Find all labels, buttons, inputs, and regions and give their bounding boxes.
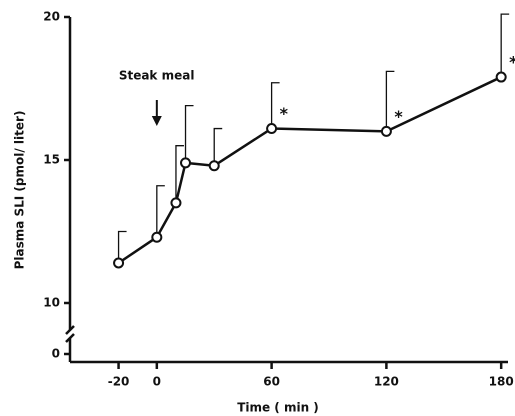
- error-bar: [117, 230, 127, 263]
- point: [170, 197, 182, 209]
- significance-marker: *: [509, 53, 515, 72]
- point: [113, 257, 125, 269]
- y-tick-label: 20: [43, 10, 60, 24]
- error-bar: [213, 127, 223, 166]
- x-tick-label: 180: [489, 375, 514, 389]
- y-tick-label: 15: [43, 153, 60, 167]
- x-axis-title: Time ( min ): [237, 401, 319, 415]
- error-bar: [184, 105, 194, 163]
- point: [266, 123, 278, 135]
- error-bar: [156, 185, 165, 238]
- x-tick-label: 60: [263, 375, 280, 389]
- point: [380, 125, 392, 137]
- error-bar: [175, 145, 184, 203]
- significance-marker: *: [280, 104, 289, 123]
- x-tick-label: 0: [153, 375, 161, 389]
- x-tick-label: -20: [108, 375, 130, 389]
- error-bar: [385, 70, 395, 132]
- y-tick-label: 0: [52, 347, 60, 361]
- point: [180, 157, 192, 169]
- y-axis-title: Plasma SLI (pmol/ liter): [13, 111, 27, 270]
- annotation: Steak meal: [119, 69, 195, 83]
- point: [208, 160, 220, 172]
- point: [151, 231, 163, 243]
- line: [117, 75, 502, 264]
- y-tick-label: 10: [43, 296, 60, 310]
- x-tick-label: 120: [374, 375, 399, 389]
- annotation-arrowhead: [151, 116, 162, 126]
- error-bar: [500, 13, 510, 78]
- point: [495, 71, 507, 83]
- significance-marker: *: [394, 107, 403, 126]
- error-bar: [270, 82, 280, 129]
